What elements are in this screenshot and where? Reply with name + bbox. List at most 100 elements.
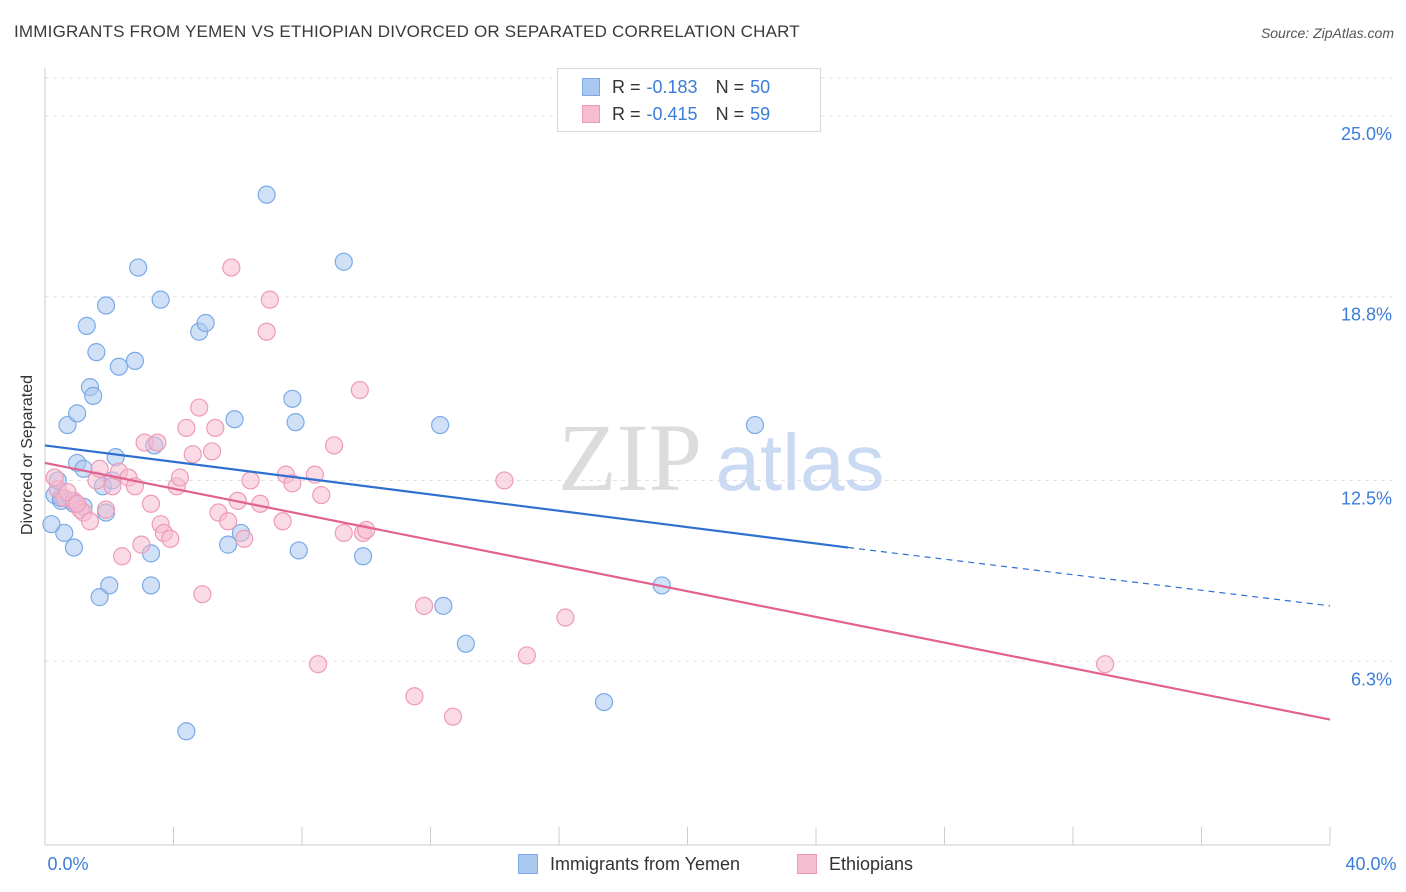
- legend-row-ethiopians: R = -0.415 N = 59: [582, 102, 770, 126]
- ethiopians-point: [241, 471, 260, 490]
- watermark-zip: ZIP: [558, 404, 702, 511]
- yemen-point: [68, 404, 87, 423]
- yemen-point: [289, 541, 308, 560]
- ethiopians-point: [350, 380, 369, 400]
- yemen-point: [100, 576, 119, 595]
- yemen-point: [84, 386, 103, 405]
- ethiopians-point: [112, 547, 132, 566]
- legend-row-yemen: R = -0.183 N = 50: [582, 75, 770, 99]
- ethiopians-point: [68, 494, 87, 513]
- ethiopians-trend-line: [44, 461, 1331, 721]
- ethiopians-point: [283, 474, 302, 493]
- ethiopians-point: [334, 523, 353, 543]
- yemen-point: [64, 538, 84, 557]
- ethiopians-point: [80, 512, 100, 531]
- ethiopians-point: [170, 468, 190, 487]
- ethiopians-point: [405, 687, 424, 706]
- yemen-point: [55, 523, 74, 543]
- legend-r-label: R =: [612, 103, 641, 124]
- ethiopians-point: [495, 471, 514, 490]
- y-tick-label: 25.0%: [1341, 124, 1392, 144]
- bottom-legend-label-yemen: Immigrants from Yemen: [550, 853, 741, 874]
- yemen-point: [125, 351, 145, 370]
- ethiopians-point: [193, 585, 212, 604]
- axes: [44, 68, 1331, 846]
- ethiopians-point: [308, 655, 328, 674]
- ethiopians-point: [257, 322, 276, 341]
- ethiopians-point: [148, 433, 167, 452]
- yemen-point: [286, 413, 305, 432]
- legend-r-label: R =: [612, 76, 641, 97]
- bottom-legend-swatch-yemen: [518, 854, 538, 874]
- ethiopians-point: [206, 418, 225, 438]
- yemen-point: [42, 515, 61, 534]
- x-tick-label-max: 40.0%: [1345, 854, 1396, 874]
- yemen-point: [141, 576, 161, 595]
- legend-swatch-yemen: [582, 78, 600, 96]
- yemen-point: [58, 415, 77, 435]
- ethiopians-point: [177, 418, 196, 438]
- legend-swatch-ethiopians: [582, 105, 600, 123]
- trend-lines: [44, 444, 1331, 721]
- ethiopians-point: [414, 596, 434, 615]
- legend-n-value: 50: [750, 76, 771, 97]
- ethiopians-point: [273, 512, 292, 531]
- ethiopians-point: [1096, 655, 1115, 674]
- yemen-point: [283, 389, 302, 408]
- gridlines: [45, 77, 1392, 662]
- ethiopians-point: [96, 500, 116, 519]
- ethiopians-point: [357, 520, 376, 540]
- yemen-point: [96, 296, 116, 315]
- yemen-trend-extension: [848, 546, 1331, 607]
- ethiopians-point: [312, 485, 331, 505]
- ethiopians-point: [161, 529, 180, 548]
- ethiopians-point: [325, 436, 344, 455]
- x-tick-labels: 0.0% 40.0%: [47, 854, 1396, 874]
- ethiopians-point: [202, 442, 222, 461]
- ethiopians-point: [219, 512, 238, 531]
- ethiopians-point: [141, 494, 161, 513]
- legend-n-value: 59: [750, 103, 771, 124]
- y-tick-label: 6.3%: [1351, 669, 1392, 689]
- bottom-legend-yemen: Immigrants from Yemen: [518, 852, 740, 876]
- yemen-point: [225, 410, 244, 429]
- yemen-point: [594, 692, 614, 712]
- ethiopians-point: [235, 529, 254, 548]
- yemen-point: [77, 316, 96, 335]
- yemen-point: [431, 415, 450, 435]
- yemen-point: [109, 357, 128, 376]
- yemen-point: [90, 588, 109, 607]
- yemen-point: [129, 258, 148, 277]
- yemen-point: [151, 290, 170, 309]
- yemen-trend-line: [44, 444, 849, 549]
- legend-r-value: -0.183: [646, 76, 698, 97]
- ethiopians-point: [183, 445, 202, 464]
- ethiopians-point: [222, 258, 241, 277]
- ethiopians-point: [190, 398, 209, 417]
- yemen-point: [434, 596, 453, 615]
- yemen-point: [353, 547, 373, 566]
- ethiopians-point: [45, 468, 64, 487]
- chart-title: IMMIGRANTS FROM YEMEN VS ETHIOPIAN DIVOR…: [14, 22, 800, 41]
- legend-n-label: N =: [715, 103, 745, 124]
- yemen-point: [196, 313, 215, 333]
- yemen-point: [177, 722, 196, 741]
- yemen-point: [257, 185, 276, 204]
- ethiopians-point: [517, 646, 536, 665]
- bottom-legend-label-ethiopians: Ethiopians: [829, 853, 914, 874]
- legend-r-value: -0.415: [646, 103, 698, 124]
- yemen-point: [745, 415, 765, 435]
- bottom-legend-ethiopians: Ethiopians: [797, 852, 913, 876]
- x-tick-label-min: 0.0%: [47, 854, 88, 874]
- yemen-point: [87, 343, 106, 362]
- legend-n-label: N =: [715, 76, 745, 97]
- ethiopians-point: [556, 608, 575, 627]
- y-tick-labels: 6.3% 12.5% 18.8% 25.0%: [1341, 124, 1392, 689]
- ethiopians-point: [132, 535, 151, 554]
- watermark: ZIP atlas: [558, 404, 884, 511]
- y-tick-label: 12.5%: [1341, 488, 1392, 508]
- y-tick-label: 18.8%: [1341, 305, 1392, 325]
- source-label: Source: ZipAtlas.com: [1260, 25, 1394, 41]
- yemen-point: [334, 252, 353, 271]
